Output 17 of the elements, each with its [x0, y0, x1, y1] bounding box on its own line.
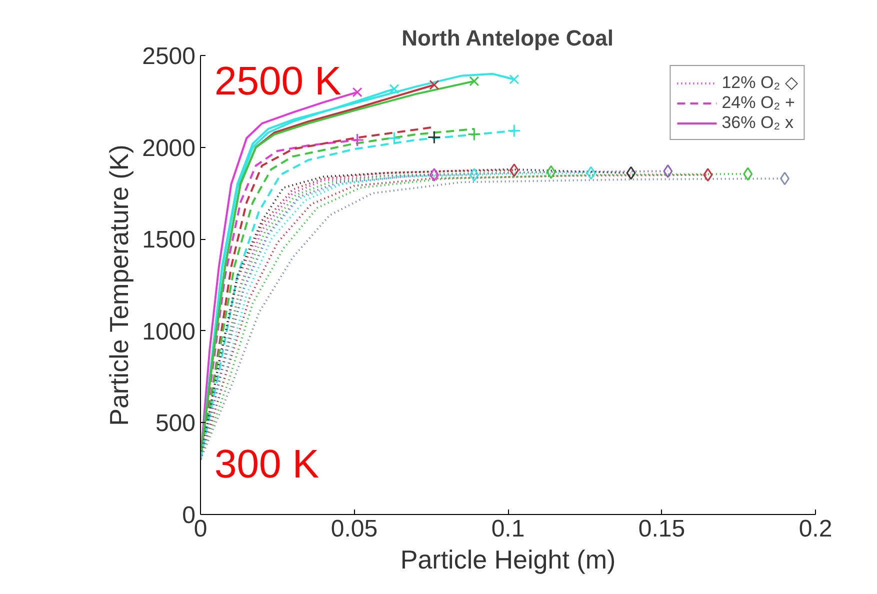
y-tick-label: 2000 — [142, 134, 196, 162]
x-tick-label: 0.15 — [638, 516, 686, 542]
y-tick-label: 2500 — [142, 43, 196, 70]
y-axis-title: Particle Temperature (K) — [104, 144, 134, 426]
legend-label: 24% O₂ + — [722, 93, 795, 113]
legend-label: 36% O₂ x — [722, 113, 794, 133]
legend-label: 12% O₂ ◇ — [722, 72, 798, 93]
x-tick-label: 0.05 — [330, 516, 378, 542]
x-tick-label: 0.2 — [798, 516, 832, 542]
y-tick-label: 1500 — [142, 226, 196, 254]
y-tick-label: 1000 — [142, 318, 196, 346]
x-tick-label: 0.1 — [491, 516, 525, 542]
x-axis-title: Particle Height (m) — [400, 544, 616, 574]
annotation: 2500 K — [214, 60, 342, 104]
chart-title: North Antelope Coal — [402, 26, 614, 50]
annotation: 300 K — [214, 442, 320, 486]
y-tick-label: 500 — [155, 410, 196, 438]
